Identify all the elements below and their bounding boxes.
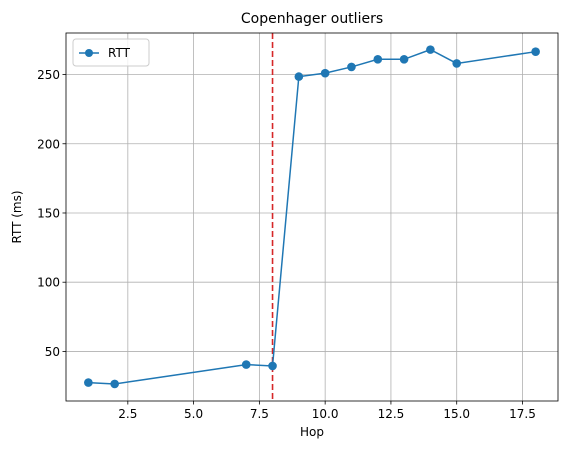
data-point — [110, 379, 119, 389]
data-point — [84, 378, 93, 387]
x-tick-label: 17.5 — [509, 407, 536, 421]
data-point — [531, 47, 540, 56]
y-axis-label: RTT (ms) — [10, 190, 24, 243]
x-tick-label: 7.5 — [250, 407, 269, 421]
y-tick-label: 200 — [37, 137, 60, 151]
series-layer — [84, 45, 540, 389]
grid-lines — [66, 33, 558, 401]
chart-title: Copenhager outliers — [241, 11, 383, 27]
legend-marker-swatch — [85, 49, 93, 57]
data-point — [373, 55, 383, 64]
data-point — [241, 360, 251, 369]
y-tick-label: 250 — [37, 68, 60, 82]
axis-ticks: 2.5 5.0 7.5 10.0 12.5 15.0 17.5 50 100 150 200 250 — [37, 68, 536, 421]
data-point — [452, 59, 462, 68]
x-axis-label: Hop — [300, 425, 324, 439]
y-tick-label: 150 — [37, 206, 60, 220]
data-point — [399, 55, 409, 64]
series-line-rtt — [88, 48, 536, 385]
x-tick-label: 12.5 — [378, 407, 405, 421]
plot-frame — [65, 32, 559, 402]
data-point — [347, 62, 356, 72]
legend: RTT — [72, 38, 150, 67]
data-point — [294, 72, 304, 81]
data-point — [320, 68, 330, 78]
legend-box — [72, 38, 150, 67]
x-tick-label: 5.0 — [184, 407, 203, 421]
x-tick-label: 2.5 — [118, 407, 137, 421]
x-tick-label: 10.0 — [312, 407, 339, 421]
data-point — [426, 45, 435, 54]
y-tick-label: 50 — [45, 345, 60, 359]
x-tick-label: 15.0 — [443, 407, 470, 421]
y-tick-label: 100 — [37, 276, 60, 290]
data-point — [268, 361, 277, 371]
legend-label-rtt: RTT — [108, 46, 131, 60]
